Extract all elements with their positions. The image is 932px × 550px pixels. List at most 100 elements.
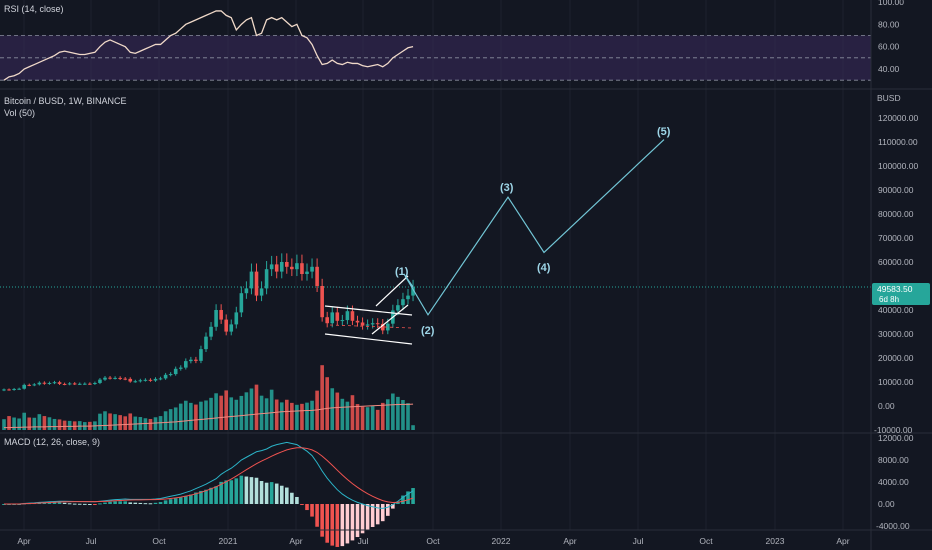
candle-body [163, 374, 168, 379]
macd-histogram-bar [300, 504, 304, 505]
candle-body [17, 388, 21, 390]
volume-bar [17, 418, 21, 430]
candle-body [113, 377, 117, 379]
macd-histogram-bar [204, 489, 208, 504]
volume-bar [47, 417, 52, 430]
volume-bar [103, 411, 107, 430]
candle-body [315, 266, 319, 286]
price-axis[interactable]: 100.00 80.00 60.00 40.00 BUSD 120000.00 1100… [872, 0, 930, 531]
volume-bar [310, 400, 314, 430]
channel-drawings[interactable] [324, 275, 413, 345]
volume-bar [305, 402, 309, 430]
candle-body [22, 384, 26, 389]
rsi-panel[interactable]: RSI (14, close) [0, 4, 871, 81]
macd-histogram-bar [138, 502, 143, 504]
macd-histogram [2, 475, 415, 547]
candle-body [239, 293, 244, 313]
candle-body [2, 389, 6, 391]
candle-body [209, 326, 213, 337]
macd-histogram-bar [72, 503, 77, 505]
candle-body [128, 378, 133, 382]
volume-bar [7, 416, 11, 430]
volume-bar [380, 402, 385, 430]
volume-bar [320, 365, 324, 430]
macd-panel[interactable]: MACD (12, 26, close, 9) [2, 437, 415, 547]
candle-body [143, 379, 148, 381]
rising-channel-upper[interactable] [375, 275, 409, 307]
macd-histogram-bar [330, 504, 335, 546]
volume-bar [335, 392, 340, 430]
volume-bar [224, 390, 228, 430]
candle-body [305, 271, 309, 274]
time-axis-label: 2022 [492, 536, 511, 546]
macd-axis-labels: 12000.00 8000.00 4000.00 0.00 -4000.00 [876, 433, 914, 531]
volume-bar [128, 413, 133, 430]
macd-histogram-bar [153, 502, 158, 504]
macd-histogram-bar [355, 504, 360, 538]
volume-bar [178, 403, 183, 430]
volume-bar [300, 403, 304, 430]
volume-bar [350, 395, 355, 430]
rising-channel-lower[interactable] [371, 304, 409, 335]
macd-axis-label: 8000.00 [878, 455, 909, 465]
candle-body [108, 377, 112, 379]
macd-histogram-bar [178, 497, 183, 504]
candle-body [295, 263, 299, 270]
volume-bar [370, 405, 375, 430]
price-panel[interactable]: (1) (2) (3) (4) (5) Bitcoin / BUSD, 1W, … [0, 96, 871, 430]
price-axis-label: 30000.00 [878, 329, 914, 339]
time-axis[interactable]: Apr Jul Oct 2021 Apr Jul Oct 2022 Apr Jul Oct 2023 A… [17, 536, 849, 546]
volume-bar [67, 420, 72, 430]
flag-lower-line[interactable] [324, 333, 413, 345]
macd-histogram-bar [345, 504, 350, 544]
candle-body [52, 382, 57, 384]
candle-body [138, 380, 143, 382]
support-dashed-line[interactable] [329, 324, 413, 329]
candle-body [330, 312, 335, 324]
macd-histogram-bar [88, 504, 92, 505]
macd-histogram-bar [52, 502, 57, 504]
volume-bar [168, 409, 173, 430]
candle-body [285, 262, 289, 267]
macd-histogram-bar [310, 504, 314, 517]
candle-body [199, 349, 203, 361]
volume-bar [229, 397, 234, 430]
candle-body [12, 388, 16, 390]
volume-bar [239, 395, 244, 430]
candle-body [103, 377, 107, 380]
rsi-axis-label: 100.00 [878, 0, 904, 7]
volume-bar [264, 398, 269, 430]
volume-bar [184, 400, 188, 430]
wave-projection-line[interactable] [403, 139, 665, 316]
volume-bar [143, 418, 148, 430]
candle-body [254, 271, 259, 296]
rsi-title: RSI (14, close) [4, 4, 64, 14]
last-price-value: 49583.50 [877, 284, 913, 294]
time-axis-label: Jul [633, 536, 644, 546]
candle-body [194, 359, 198, 361]
wave-label-4: (4) [537, 262, 551, 274]
macd-histogram-bar [62, 502, 67, 504]
macd-histogram-bar [335, 504, 340, 547]
candle-body [118, 377, 122, 379]
macd-histogram-bar [234, 478, 239, 504]
volume-title: Vol (50) [4, 108, 35, 118]
price-title: Bitcoin / BUSD, 1W, BINANCE [4, 96, 127, 106]
candle-body [27, 384, 32, 386]
volume-bar [214, 393, 218, 430]
volume-bar [204, 400, 208, 430]
rsi-line [3, 10, 414, 81]
candle-body [123, 378, 127, 380]
macd-histogram-bar [254, 477, 259, 504]
candle-body [345, 311, 350, 321]
volume-bar [98, 413, 102, 430]
macd-histogram-bar [320, 504, 324, 537]
time-axis-label: Jul [358, 536, 369, 546]
price-axis-label: 0.00 [878, 401, 895, 411]
candle-body [249, 271, 254, 289]
candle-body [360, 322, 365, 326]
volume-bar [411, 425, 415, 430]
time-axis-label: Apr [17, 536, 30, 546]
candle-body [189, 359, 193, 362]
